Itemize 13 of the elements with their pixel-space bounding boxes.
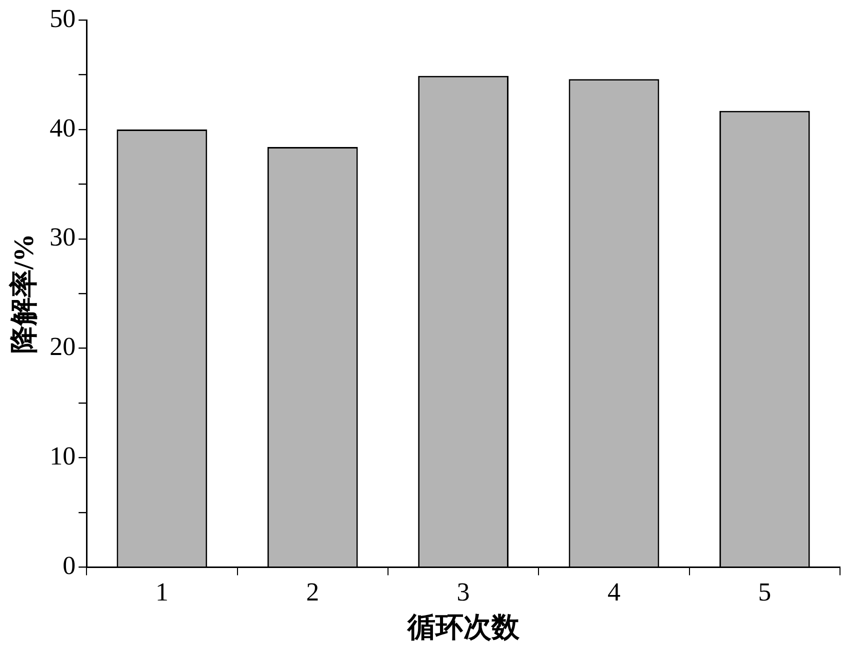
x-tick-label: 1: [155, 578, 168, 607]
y-axis-title: 降解率/%: [8, 234, 40, 354]
x-tick-label: 3: [456, 578, 470, 607]
y-tick-label: 0: [62, 551, 76, 580]
y-tick-label: 40: [50, 113, 76, 142]
y-tick-label: 20: [50, 332, 76, 362]
y-tick-label: 30: [50, 222, 76, 252]
x-axis-title: 循环次数: [406, 612, 520, 644]
x-tick-label: 4: [607, 578, 620, 607]
y-tick-label: 50: [50, 4, 76, 33]
x-tick-label: 2: [306, 578, 320, 607]
x-tick-label: 5: [758, 578, 772, 607]
y-tick-label: 10: [50, 442, 76, 471]
